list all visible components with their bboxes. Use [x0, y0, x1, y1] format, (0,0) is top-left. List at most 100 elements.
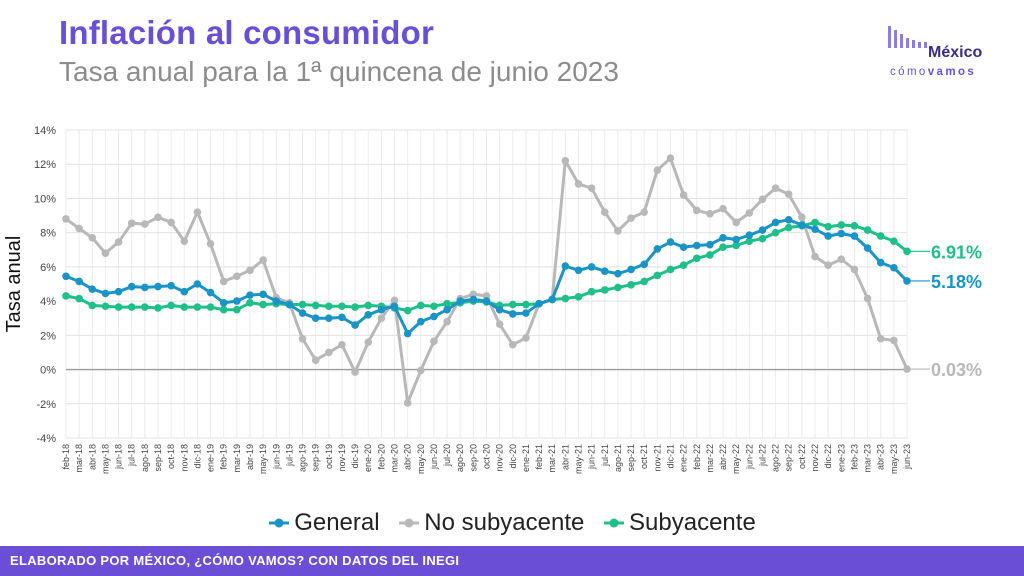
x-tick-label: mar-18	[74, 444, 84, 473]
data-point-general	[574, 266, 583, 275]
data-point-no-subyacente	[193, 208, 202, 216]
data-point-no-subyacente	[771, 184, 780, 192]
data-point-general	[561, 262, 570, 270]
data-point-general	[430, 312, 438, 321]
x-tick-label: nov-18	[179, 444, 189, 472]
page-subtitle: Tasa anual para la 1ª quincena de junio …	[59, 56, 619, 87]
data-point-subyacente	[732, 241, 740, 250]
data-point-general	[679, 243, 688, 252]
data-point-subyacente	[88, 301, 97, 310]
data-point-no-subyacente	[876, 334, 885, 343]
data-point-subyacente	[627, 281, 635, 289]
x-tick-label: oct-22	[797, 444, 807, 469]
data-point-general	[364, 311, 373, 319]
x-tick-label: ene-20	[363, 444, 373, 472]
data-point-general	[771, 218, 780, 227]
data-point-general	[824, 232, 832, 240]
data-point-no-subyacente	[587, 184, 596, 192]
x-tick-label: abr-19	[245, 444, 255, 470]
data-point-no-subyacente	[719, 204, 727, 213]
data-point-subyacente	[219, 305, 228, 314]
data-point-general	[390, 302, 399, 311]
x-tick-label: nov-21	[652, 444, 662, 472]
data-point-general	[416, 317, 425, 326]
data-point-no-subyacente	[758, 195, 767, 204]
x-tick-label: feb-20	[376, 444, 386, 470]
data-point-general	[246, 291, 254, 299]
data-point-no-subyacente	[614, 227, 622, 235]
data-point-general	[377, 305, 386, 314]
data-point-general	[653, 245, 662, 253]
x-tick-label: may-18	[100, 444, 110, 474]
x-tick-label: mar-19	[232, 444, 242, 473]
x-tick-label: abr-20	[403, 444, 413, 470]
x-tick-label: ago-22	[771, 444, 781, 472]
data-point-no-subyacente	[561, 157, 570, 165]
legend-marker-general-icon	[269, 518, 290, 528]
data-point-general	[811, 225, 819, 234]
x-tick-label: ene-21	[521, 444, 531, 472]
x-tick-label: sep-22	[784, 444, 794, 472]
data-point-subyacente	[75, 294, 83, 303]
legend-label-no-subyacente: No subyacente	[424, 509, 585, 536]
x-tick-label: oct-21	[639, 444, 649, 469]
x-tick-label: nov-22	[810, 444, 820, 472]
x-tick-label: feb-22	[692, 444, 702, 470]
x-tick-label: mar-23	[863, 444, 873, 473]
data-point-subyacente	[784, 223, 793, 232]
data-point-no-subyacente	[127, 219, 136, 228]
data-point-subyacente	[679, 261, 688, 269]
x-tick-label: oct-18	[166, 444, 176, 469]
data-point-subyacente	[522, 300, 530, 309]
data-point-general	[692, 241, 701, 250]
data-point-subyacente	[706, 251, 714, 259]
logo-tagline: cómovamos	[890, 66, 976, 78]
y-tick-label: -4%	[36, 433, 56, 445]
data-point-general	[850, 232, 859, 240]
data-point-general	[863, 244, 872, 252]
data-point-subyacente	[811, 218, 819, 227]
data-point-no-subyacente	[219, 277, 228, 286]
end-label-general: 5.18%	[931, 272, 982, 292]
data-point-subyacente	[876, 232, 885, 240]
data-point-no-subyacente	[798, 213, 806, 222]
data-point-general	[640, 260, 648, 269]
data-point-no-subyacente	[364, 338, 373, 346]
x-tick-label: jun-20	[429, 444, 439, 470]
data-point-no-subyacente	[745, 209, 754, 217]
end-label-subyacente: 6.91%	[931, 242, 982, 262]
data-point-subyacente	[574, 293, 583, 301]
page-title: Inflación al consumidor	[59, 14, 434, 51]
x-tick-label: dic-22	[823, 444, 833, 469]
data-point-no-subyacente	[390, 296, 399, 305]
data-point-no-subyacente	[338, 340, 346, 349]
legend-item-general: General	[268, 509, 380, 537]
data-point-general	[298, 309, 307, 317]
data-point-subyacente	[141, 303, 149, 311]
data-point-no-subyacente	[640, 208, 648, 216]
legend-marker-subyacente-icon	[604, 518, 625, 528]
x-tick-label: jul-18	[127, 444, 137, 467]
data-point-no-subyacente	[784, 190, 793, 198]
mexico-como-vamos-logo: México cómovamos	[888, 20, 1008, 90]
x-tick-label: abr-23	[876, 444, 886, 470]
footer-bar: ELABORADO POR MÉXICO, ¿CÓMO VAMOS? CON D…	[0, 546, 1024, 576]
y-tick-label: 8%	[40, 228, 56, 240]
data-point-subyacente	[719, 243, 727, 252]
data-point-general	[272, 297, 281, 305]
data-point-general	[167, 281, 175, 290]
data-point-no-subyacente	[141, 220, 149, 228]
data-point-general	[127, 282, 136, 291]
x-tick-label: may-21	[573, 444, 583, 474]
data-point-general	[482, 297, 491, 305]
data-point-no-subyacente	[627, 214, 635, 222]
data-point-general	[732, 235, 740, 244]
x-tick-label: may-20	[416, 444, 426, 474]
data-point-no-subyacente	[416, 366, 425, 375]
data-point-subyacente	[364, 301, 373, 310]
x-tick-label: ene-19	[206, 444, 216, 472]
data-point-no-subyacente	[206, 239, 215, 248]
data-point-general	[311, 314, 320, 323]
x-tick-label: sep-20	[468, 444, 478, 472]
data-point-subyacente	[351, 303, 359, 311]
